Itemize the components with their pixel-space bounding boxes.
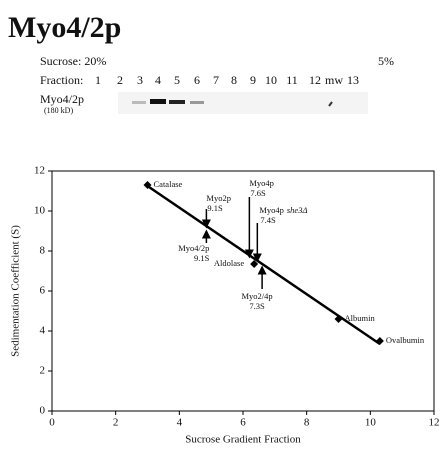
title: Myo4/2p — [8, 11, 121, 44]
annotation-name: Myo4p — [249, 178, 274, 188]
x-axis-label: Sucrose Gradient Fraction — [185, 434, 301, 446]
sucrose-start: Sucrose: 20% — [40, 54, 106, 68]
annotation-value: 7.6S — [250, 188, 266, 198]
x-tick-label: 0 — [49, 417, 55, 429]
fraction-number: 4 — [155, 73, 161, 87]
annotation-name: Myo2p — [206, 193, 231, 203]
gel-strip — [118, 92, 368, 114]
x-tick-label: 12 — [429, 417, 440, 429]
annotation-name: Myo4p — [259, 205, 284, 215]
x-tick-label: 4 — [177, 417, 183, 429]
data-point — [335, 315, 343, 323]
y-tick-label: 6 — [40, 285, 46, 297]
fraction-number: 3 — [137, 73, 143, 87]
annotation-value: 9.1S — [207, 203, 223, 213]
annotation-label: Myo2p — [206, 193, 231, 203]
x-tick-label: 8 — [304, 417, 310, 429]
fraction-number: mw — [325, 73, 343, 87]
point-label: Catalase — [154, 179, 183, 189]
fraction-number: 7 — [213, 73, 219, 87]
fraction-number: 6 — [194, 73, 200, 87]
point-label: Albumin — [345, 313, 376, 323]
x-tick-label: 6 — [240, 417, 246, 429]
fraction-label: Fraction: — [40, 73, 83, 87]
fraction-number: 5 — [174, 73, 180, 87]
figure: Myo4/2p Sucrose: 20% 5% Fraction: Myo4/2… — [0, 0, 440, 451]
y-axis-label: Sedimentation Coefficient (S) — [10, 225, 22, 357]
fraction-number: 11 — [286, 73, 298, 87]
point-label: Ovalbumin — [386, 335, 425, 345]
annotation-label: Myo4p — [249, 178, 274, 188]
band-label: Myo4/2p — [40, 92, 84, 106]
fraction-number: 2 — [117, 73, 123, 87]
annotation-name: Myo4/2p — [178, 243, 209, 253]
plot: 0 2 4 6 8 10 12 0 2 4 6 8 10 12 Sucrose Gradient Fract… — [10, 165, 440, 446]
annotation-label: Myo4/2p — [178, 243, 209, 253]
fraction-number: 1 — [95, 73, 101, 87]
y-tick-label: 12 — [34, 165, 45, 177]
fraction-number: 13 — [347, 73, 359, 87]
fraction-number: 12 — [309, 73, 321, 87]
annotation-value: 7.4S — [260, 215, 276, 225]
annotation-value: 7.3S — [249, 301, 265, 311]
fraction-number: 10 — [265, 73, 277, 87]
band-size: (180 kD) — [44, 106, 73, 115]
fraction-number: 8 — [231, 73, 237, 87]
annotation-value: 9.1S — [194, 253, 210, 263]
page: {"title": "Myo4/2p", "gel": {"sucrose_st… — [0, 0, 440, 451]
y-tick-label: 8 — [40, 245, 46, 257]
sucrose-end: 5% — [378, 54, 394, 68]
y-tick-label: 10 — [34, 205, 46, 217]
annotation-italic: she3Δ — [287, 205, 308, 215]
fraction-number: 9 — [250, 73, 256, 87]
point-label: Aldolase — [214, 258, 244, 268]
data-point — [376, 337, 384, 345]
annotation-name: Myo2/4p — [242, 291, 273, 301]
y-tick-label: 0 — [40, 405, 46, 417]
annotation-label: Myo2/4p — [242, 291, 273, 301]
y-tick-label: 4 — [40, 325, 46, 337]
x-tick-label: 10 — [365, 417, 377, 429]
x-tick-label: 2 — [113, 417, 119, 429]
y-tick-label: 2 — [40, 365, 46, 377]
